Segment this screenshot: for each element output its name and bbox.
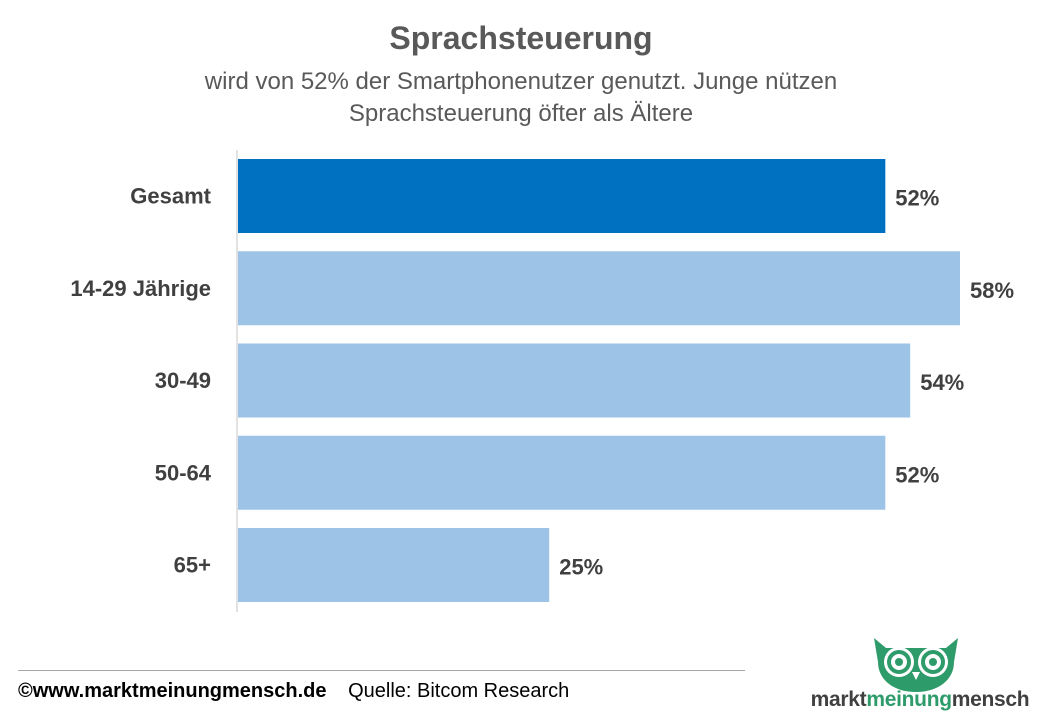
bar [238,528,550,602]
logo-word-mensch: mensch [951,688,1030,711]
footer-source: Quelle: Bitcom Research [348,680,570,702]
chart-title: Sprachsteuerung [389,20,653,56]
data-label: 58% [970,278,1014,303]
owl-icon [874,638,958,692]
logo-word-markt: markt [810,688,867,711]
category-label: 14-29 Jährige [70,276,211,301]
category-label: 65+ [174,553,211,578]
bar [238,159,886,233]
data-label: 52% [895,462,939,487]
data-label: 25% [559,555,603,580]
logo: marktmeinungmensch [800,632,1040,722]
category-label: Gesamt [130,184,211,209]
bar [238,251,960,326]
bar [238,435,886,510]
subtitle-line-1: wird von 52% der Smartphonenutzer genutz… [204,68,838,95]
data-label: 54% [920,370,964,395]
data-label: 52% [895,186,939,211]
bar [238,343,911,418]
category-label: 30-49 [155,368,211,393]
subtitle-line-2: Sprachsteuerung öfter als Ältere [348,100,694,127]
logo-word-meinung: meinung [866,688,952,711]
footer-copyright: ©www.marktmeinungmensch.de [18,680,327,702]
footer-divider [18,670,745,671]
chart-subtitle: wird von 52% der Smartphonenutzer genutz… [0,66,1042,130]
logo-wordmark: marktmeinungmensch [800,688,1040,712]
footer: ©www.marktmeinungmensch.de Quelle: Bitco… [18,680,569,703]
category-label: 50-64 [155,460,212,485]
